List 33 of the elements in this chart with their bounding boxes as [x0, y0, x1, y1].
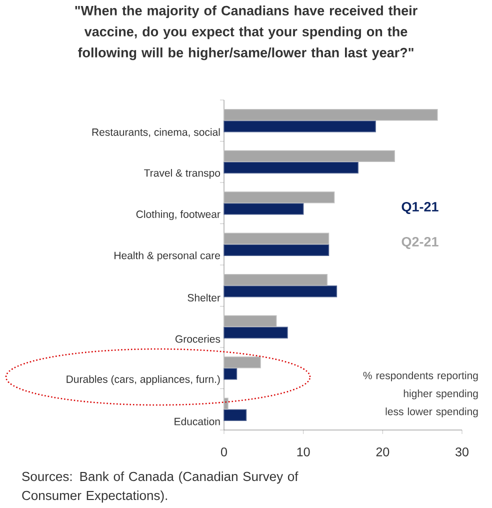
chart-title: "When the majority of Canadians have received their vaccine, do you expect that your spending on the following will be higher/same/lower than last year?" — [75, 6, 418, 60]
y-tick-label: Travel & transpo — [144, 168, 220, 179]
bar — [224, 108, 438, 121]
bar — [224, 120, 376, 132]
bar — [224, 244, 330, 256]
x-tick-label: 20 — [376, 448, 390, 456]
bar — [224, 191, 335, 204]
x-tick-label: 30 — [456, 448, 468, 456]
bar — [224, 368, 238, 380]
bar — [224, 150, 395, 162]
x-tick-label: 10 — [297, 448, 310, 456]
bar — [224, 326, 288, 339]
bar — [224, 409, 247, 422]
bar — [224, 315, 277, 328]
y-tick-label: Shelter — [188, 294, 220, 302]
y-tick-label: Restaurants, cinema, social — [92, 128, 220, 138]
bar — [224, 162, 358, 174]
y-tick-label: Clothing, footwear — [136, 210, 220, 220]
bar — [224, 202, 304, 215]
x-tick-label: 0 — [221, 448, 227, 456]
bar — [224, 274, 328, 286]
bar — [224, 398, 228, 410]
y-tick-label: Durables (cars, appliances, furn.) — [66, 375, 220, 386]
bar — [224, 356, 261, 368]
bar — [224, 232, 330, 245]
annotation: % respondents reporting higher spending less lower spending — [363, 372, 478, 418]
text: Q2-21 — [402, 236, 438, 250]
y-tick-label: Health & personal care — [114, 251, 220, 262]
y-tick-label: Groceries — [176, 335, 220, 343]
text: Q1-21 — [402, 202, 438, 214]
bar — [224, 285, 338, 298]
source-note: Sources: Bank of Canada (Canadian Survey of Consumer Expectations). — [22, 472, 298, 503]
y-tick-label: Education — [174, 418, 220, 426]
